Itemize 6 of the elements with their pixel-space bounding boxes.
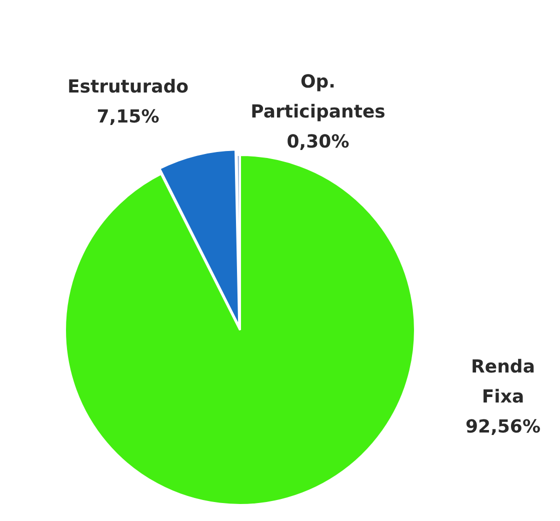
slice-label: Op. Participantes (250, 72, 386, 123)
data-label: 92,56% (466, 416, 540, 438)
slice-label: Renda Fixa (471, 356, 535, 408)
data-label: 0,30% (286, 132, 350, 153)
slice-label: Estruturado (68, 76, 188, 98)
data-label: 7,15% (96, 106, 160, 128)
